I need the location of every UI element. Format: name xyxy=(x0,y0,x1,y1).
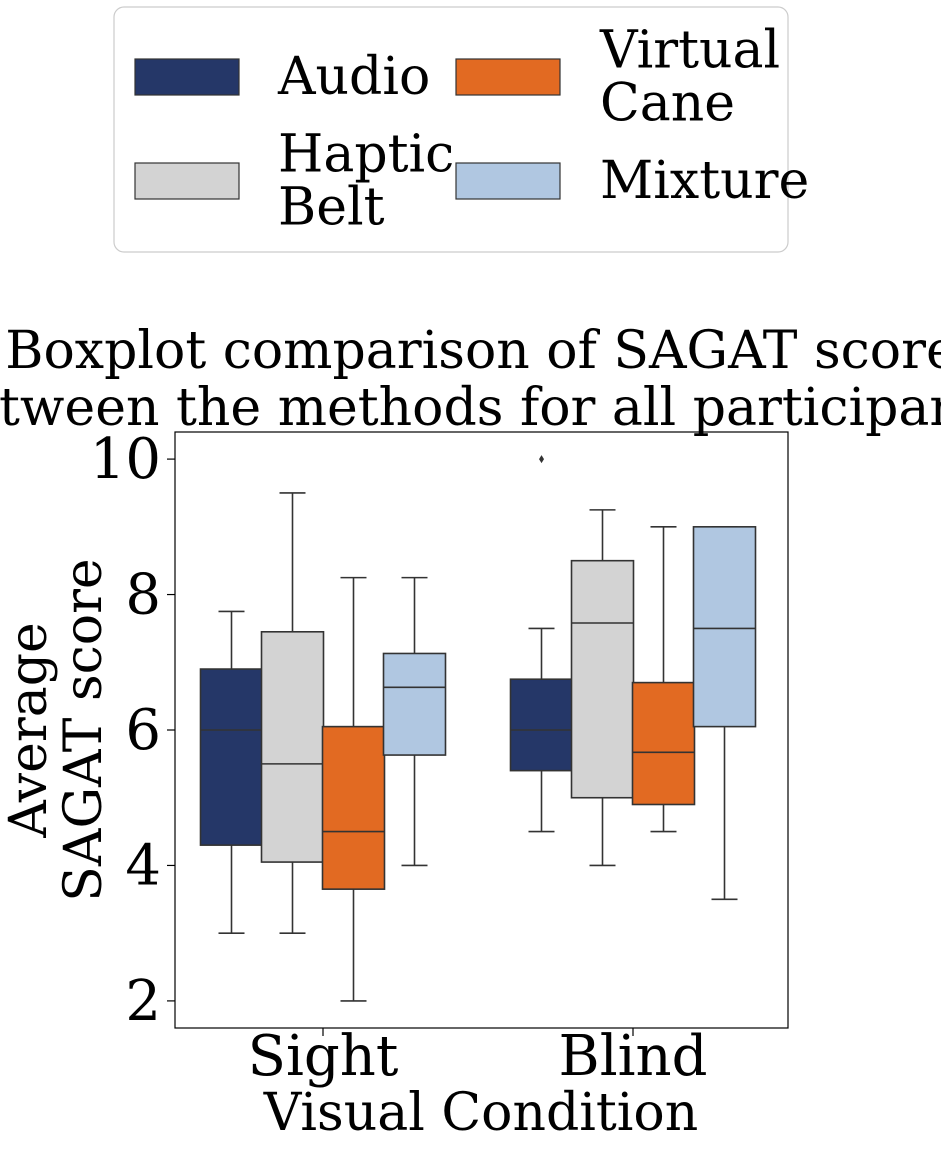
iqr-box xyxy=(260,630,325,863)
iqr-box xyxy=(509,678,574,772)
y-axis-label-line-2: SAGAT score xyxy=(54,558,114,901)
x-axis-label: Visual Condition xyxy=(263,1083,698,1143)
box-virtual-cane-sight xyxy=(321,576,386,1002)
legend-label-haptic-belt: Belt xyxy=(278,178,385,238)
y-tick-label: 4 xyxy=(125,833,161,898)
iqr-box xyxy=(631,681,696,806)
y-tick-label: 6 xyxy=(125,698,161,763)
y-tick-label: 8 xyxy=(125,563,161,628)
box-series xyxy=(199,455,757,1002)
x-axis-ticks: Sight Blind xyxy=(248,1024,708,1089)
legend-frame xyxy=(113,6,789,253)
iqr-box xyxy=(570,559,635,799)
legend-swatch-virtual-cane xyxy=(455,58,561,96)
plot-area-frame xyxy=(174,431,789,1029)
box-mixture-blind xyxy=(692,526,757,901)
legend-label-audio: Audio xyxy=(277,47,430,107)
y-axis-ticks: 2 4 6 8 10 xyxy=(90,427,175,1034)
outlier-point xyxy=(539,455,544,464)
iqr-box xyxy=(692,526,757,728)
box-audio-sight xyxy=(199,610,264,934)
legend-label-virtual-cane: Cane xyxy=(600,74,735,134)
y-tick-label: 10 xyxy=(90,427,161,492)
y-axis-label-line-1: Average xyxy=(0,622,59,839)
legend-item-mixture: Mixture xyxy=(455,151,809,211)
box-virtual-cane-blind xyxy=(631,526,696,833)
legend-item-audio: Audio xyxy=(134,47,430,107)
box-haptic-belt-blind xyxy=(570,509,635,867)
iqr-box xyxy=(382,652,447,756)
chart-title-line-1: Boxplot comparison of SAGAT score xyxy=(5,321,941,381)
box-haptic-belt-sight xyxy=(260,492,325,934)
box-audio-blind xyxy=(509,455,574,833)
y-tick-label: 2 xyxy=(125,969,161,1034)
legend-swatch-audio xyxy=(134,58,240,96)
legend-swatch-haptic-belt xyxy=(134,162,240,200)
legend-swatch-mixture xyxy=(455,162,561,200)
legend-label-mixture: Mixture xyxy=(600,151,809,211)
legend-label-haptic-belt: Haptic xyxy=(278,125,454,185)
x-tick-label-blind: Blind xyxy=(559,1024,708,1089)
iqr-box xyxy=(321,725,386,890)
x-tick-label-sight: Sight xyxy=(248,1024,399,1089)
iqr-box xyxy=(199,668,264,846)
box-mixture-sight xyxy=(382,576,447,867)
legend-label-virtual-cane: Virtual xyxy=(599,21,780,81)
chart-title-line-2: between the methods for all participants… xyxy=(0,378,941,438)
